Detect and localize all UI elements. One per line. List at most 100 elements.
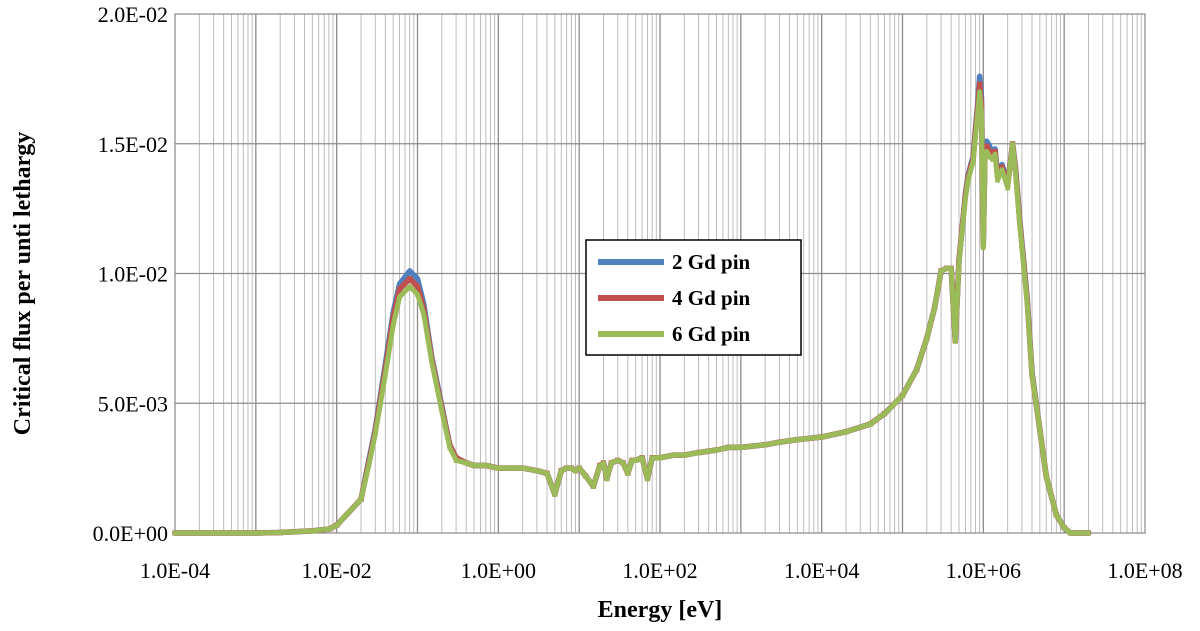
legend-label: 4 Gd pin [672,286,751,310]
data-point [959,226,965,232]
data-point [407,283,413,290]
data-point [932,304,938,310]
data-point [914,366,920,373]
legend: 2 Gd pin 4 Gd pin 6 Gd pin [585,239,802,356]
data-point [984,138,990,144]
data-point [843,429,849,435]
y-tick-label: 2.0E-02 [98,2,168,27]
data-point [568,465,574,471]
y-tick-label: 5.0E-03 [98,391,168,416]
data-point [924,335,930,341]
data-point [1012,169,1019,175]
y-tick-labels: 0.0E+00 5.0E-03 1.0E-02 1.5E-02 2.0E-02 [93,2,168,546]
data-point [962,195,969,201]
data-point [629,457,635,463]
data-point [414,283,421,290]
data-point [600,460,607,466]
data-point [564,465,570,471]
data-point [463,460,469,466]
data-point [358,496,364,502]
data-point [1016,219,1023,225]
data-point [657,455,663,461]
data-point [899,392,906,399]
data-point [429,359,435,365]
x-tick-label: 1.0E+08 [1107,558,1182,583]
data-point [396,286,403,292]
data-point [453,457,459,463]
data-point [975,112,981,118]
data-point [509,465,516,471]
y-tick-label: 1.5E-02 [98,132,168,157]
data-point [1019,244,1025,251]
data-point [1037,426,1043,432]
data-point [277,529,283,536]
data-point [977,73,983,79]
data-point [582,473,589,479]
data-point [1009,141,1016,147]
data-point [552,491,558,497]
x-tick-label: 1.0E-04 [140,558,210,583]
y-tick-label: 1.0E-02 [98,262,168,287]
data-point [534,468,540,474]
data-point [1005,185,1011,191]
data-point [495,465,501,471]
data-point [992,151,998,157]
data-point [520,465,526,471]
legend-label: 2 Gd pin [672,250,751,274]
data-point [620,460,626,466]
data-point [309,528,315,534]
data-point [1029,372,1035,378]
x-tick-label: 1.0E+06 [946,558,1021,583]
data-point [439,408,445,414]
data-point [633,457,639,463]
data-point [172,530,178,536]
data-point [639,455,645,461]
data-point [604,475,610,482]
data-point [867,421,873,427]
data-point [471,462,477,469]
data-point [590,483,597,489]
data-point [965,177,971,183]
data-point [1043,473,1049,479]
data-point [984,143,990,149]
data-point [572,468,579,474]
data-point [952,338,958,344]
data-point [576,465,582,471]
data-point [956,260,962,266]
data-point [970,159,976,165]
x-tick-label: 1.0E+04 [784,558,859,583]
data-point [948,265,954,271]
data-point [881,411,888,417]
data-point [608,460,614,466]
data-point [1067,530,1074,536]
y-axis-title: Critical flux per unti lethargy [10,132,36,436]
legend-label: 6 Gd pin [672,322,751,346]
data-point [372,431,378,437]
data-point [544,470,550,476]
x-tick-labels: 1.0E-04 1.0E-02 1.0E+00 1.0E+02 1.0E+04 1.0E+… [140,558,1183,583]
data-point [982,154,988,160]
data-point [989,156,996,162]
data-point [407,276,413,282]
legend-marker [628,331,634,337]
data-point [597,462,603,469]
data-point [671,452,677,458]
data-point [980,244,986,251]
data-point [762,442,768,448]
data-point [819,434,825,440]
legend-marker [628,259,634,265]
data-point [414,276,421,282]
data-point [713,447,720,453]
data-point [649,455,655,461]
data-point [1085,530,1092,536]
data-point [968,167,974,173]
plot-area-frame [174,13,1146,534]
y-tick-label: 0.0E+00 [93,521,168,546]
series-lines [172,73,1092,536]
data-point [615,457,621,463]
x-axis-title: Energy [eV] [598,597,723,623]
data-point [407,268,413,274]
data-point [987,154,993,160]
data-point [390,322,396,328]
data-point [984,148,990,155]
